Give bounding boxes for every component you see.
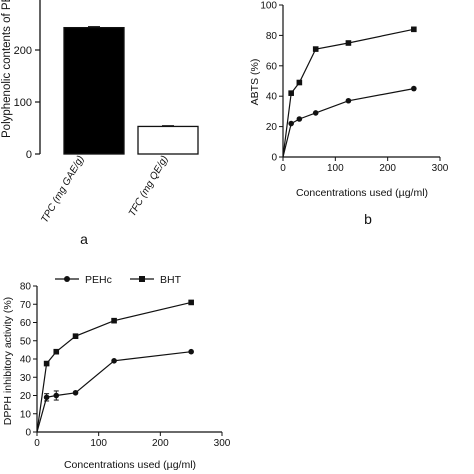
panel-c-legend-label: BHT [160, 274, 182, 286]
panel-b-y-tick-label: 80 [266, 31, 278, 42]
panel-a-y-axis-label: Polyphenolic contents of PEF [1, 0, 13, 138]
panel-b-data-point [312, 46, 319, 52]
panel-b-series [282, 26, 417, 158]
panel-c-series [36, 299, 194, 433]
panel-c-data-point [188, 348, 194, 355]
panel-c-data-point [111, 358, 117, 364]
panel-b-y-tick-label: 100 [260, 1, 277, 12]
panel-c-data-point [72, 333, 79, 339]
panel-c-legend-label: PEHc [85, 274, 112, 286]
panel-c-y-tick-label: 50 [20, 336, 32, 347]
panel-c: 0 10 20 30 40 50 60 70 80 0 100 200 300 DPPH inhibit… [2, 274, 231, 471]
panel-b-data-point [312, 110, 319, 116]
panel-c-x-tick-label: 0 [34, 438, 40, 449]
panel-a-y-tick-label: 200 [14, 45, 32, 57]
panel-c-legend-marker [64, 276, 70, 282]
panel-c-y-tick-label: 30 [20, 373, 32, 384]
panel-c-x-tick-label: 300 [214, 438, 231, 449]
panel-c-data-point [188, 299, 194, 306]
panel-c-data-point [53, 348, 60, 355]
panel-c-data-point [111, 317, 117, 324]
panel-b-y-tick-label: 0 [271, 153, 277, 164]
panel-a-y-axis: 0 100 200 [14, 0, 41, 161]
panel-c-y-tick-label: 80 [20, 282, 32, 293]
panel-b-data-point [345, 97, 352, 104]
panel-c-x-axis-label: Concentrations used (µg/ml) [64, 459, 196, 471]
panel-a: 0 100 200 Polyphenolic contents of PEF TPC… [1, 0, 199, 247]
panel-c-y-tick-label: 10 [20, 409, 32, 420]
panel-a-bar [63, 26, 125, 155]
panel-a-category-label-tpc: TPC (mg GAE/g) [39, 154, 86, 225]
panel-b-data-point [288, 90, 294, 96]
panel-b-series-line [282, 28, 414, 158]
panel-c-legend: PEHc BHT [55, 274, 182, 286]
panel-b-series-line [282, 88, 414, 158]
panel-b-y-axis-label: ABTS (%) [249, 59, 261, 106]
panel-b-x-tick-label: 100 [327, 163, 344, 174]
panel-b-data-point [296, 116, 303, 122]
panel-b-data-point [411, 85, 417, 92]
panel-b-x-tick-label: 0 [280, 163, 286, 174]
panel-c-x-tick-label: 200 [152, 438, 169, 449]
panel-b-x-tick-label: 200 [379, 163, 396, 174]
panel-c-data-point [72, 389, 79, 396]
panel-b-y-tick-label: 20 [266, 122, 278, 133]
panel-c-y-tick-label: 70 [20, 300, 32, 311]
panel-b-data-point [288, 120, 294, 127]
panel-c-y-tick-label: 0 [25, 428, 31, 439]
panel-a-y-tick-label: 0 [26, 149, 32, 161]
panel-a-category-labels: TPC (mg GAE/g) TFC (mg QE/g) [39, 154, 170, 225]
panel-c-y-tick-label: 20 [20, 391, 32, 402]
panel-c-series-line [36, 301, 192, 433]
panel-a-caption: a [80, 231, 88, 247]
panel-b-y-tick-label: 60 [266, 61, 278, 72]
panel-c-data-point [43, 360, 50, 367]
panel-a-y-tick-label: 100 [14, 97, 32, 109]
panel-c-axes: 0 10 20 30 40 50 60 70 80 0 100 200 300 [20, 282, 231, 450]
panel-a-category-label-tfc: TFC (mg QE/g) [127, 154, 171, 219]
panel-c-legend-marker [139, 276, 145, 282]
panel-b-x-tick-label: 300 [432, 163, 449, 174]
panel-c-y-axis-label: DPPH inhibitory activity (%) [2, 297, 14, 425]
panel-b-axes: 0 20 40 60 80 100 0 100 200 300 [260, 1, 448, 175]
panel-b: 0 20 40 60 80 100 0 100 200 300 ABTS (%) Concentr… [249, 1, 449, 228]
panel-b-y-tick-label: 40 [266, 92, 278, 103]
panel-a-bar [137, 125, 199, 155]
panel-b-x-axis-label: Concentrations used (µg/ml) [296, 187, 428, 199]
panel-b-data-point [296, 79, 303, 86]
panel-c-y-tick-label: 60 [20, 318, 32, 329]
panel-c-series-line [36, 351, 192, 433]
panel-a-bars [63, 26, 199, 155]
panel-b-data-point [345, 40, 352, 46]
panel-b-data-point [411, 26, 417, 33]
panel-c-y-tick-label: 40 [20, 355, 32, 366]
panel-b-caption: b [364, 211, 372, 227]
panel-c-x-tick-label: 100 [90, 438, 107, 449]
